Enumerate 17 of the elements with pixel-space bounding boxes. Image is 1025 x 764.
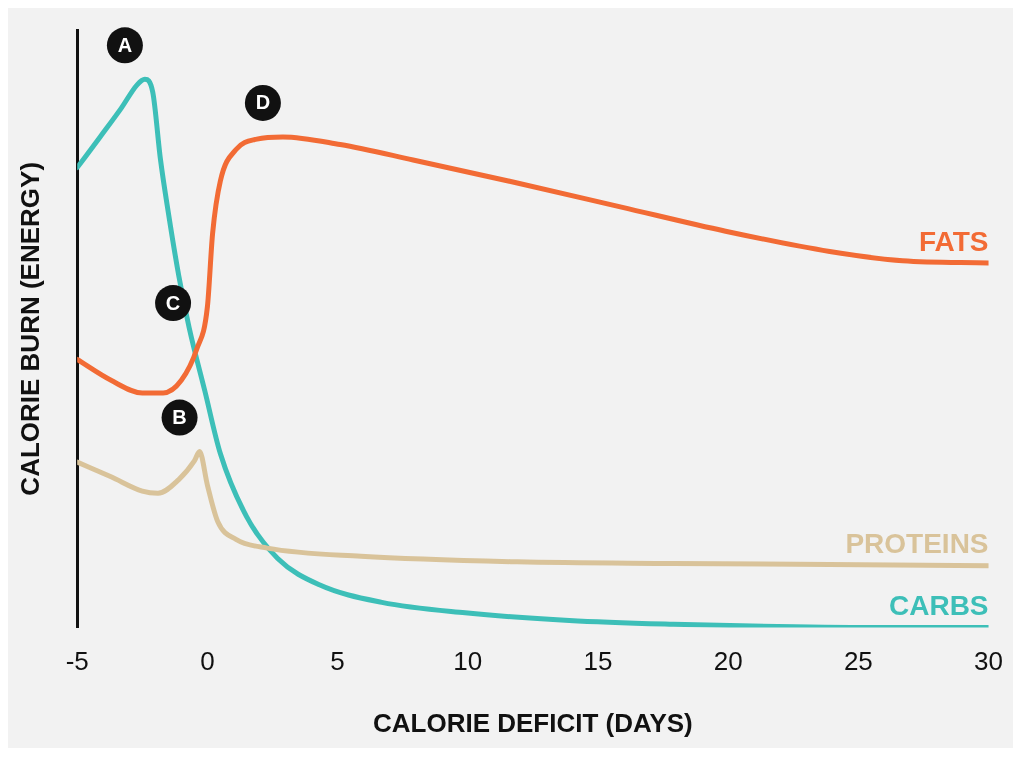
x-axis-title: CALORIE DEFICIT (DAYS) (373, 707, 693, 738)
x-tick-label: 30 (974, 646, 1003, 677)
series-label: CARBS (888, 590, 989, 622)
x-tick-label: 20 (713, 646, 743, 677)
x-tick-label: 5 (330, 646, 345, 677)
x-tick-label: 10 (453, 646, 483, 677)
annotation: B (172, 406, 187, 429)
x-tick-label: -5 (65, 646, 89, 677)
y-axis-title: CALORIE BURN (ENERGY) (14, 161, 45, 496)
annotation: C (165, 291, 181, 314)
series-label: FATS (919, 225, 989, 257)
annotation: A (117, 33, 133, 56)
x-tick-label: 15 (583, 646, 613, 677)
series-label: PROTEINS (845, 528, 989, 560)
x-tick-label: 25 (843, 646, 873, 677)
x-tick-label: 0 (200, 646, 215, 677)
annotation: D (255, 91, 271, 114)
